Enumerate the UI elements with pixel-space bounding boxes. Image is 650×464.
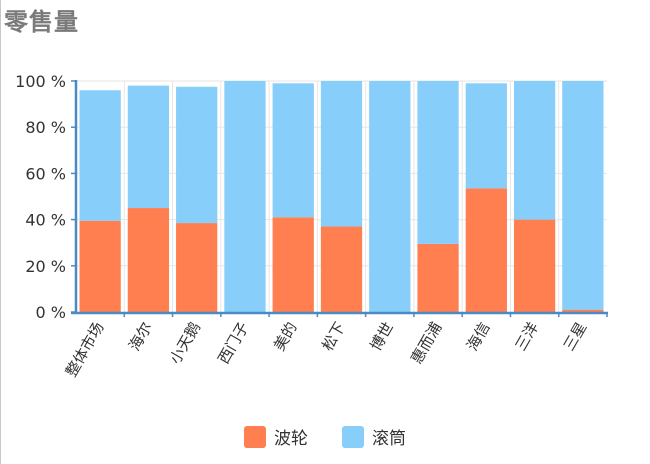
bar-guntong	[176, 86, 218, 224]
y-tick-label: 40 %	[25, 211, 66, 230]
y-tick-label: 100 %	[15, 72, 66, 91]
y-tick-label: 20 %	[25, 257, 66, 276]
x-tick-label: 小天鹅	[166, 319, 204, 367]
bar-bolun	[176, 223, 218, 312]
bar-guntong	[465, 83, 507, 189]
legend-swatch-guntong	[342, 425, 364, 448]
legend: 波轮 滚筒	[0, 424, 650, 449]
bar-bolun	[417, 243, 459, 312]
x-tick-label: 海信	[463, 319, 494, 354]
x-tick-label: 整体市场	[62, 319, 108, 380]
bar-bolun	[562, 309, 604, 312]
y-tick-label: 0 %	[36, 303, 66, 322]
legend-label-guntong: 滚筒	[372, 429, 406, 449]
x-tick-label: 松下	[318, 319, 349, 354]
frame-border	[0, 0, 1, 464]
legend-label-bolun: 波轮	[274, 429, 308, 449]
legend-item-guntong[interactable]: 滚筒	[342, 424, 406, 449]
y-tick-label: 60 %	[25, 164, 66, 183]
bar-guntong	[127, 85, 170, 209]
bar-bolun	[320, 226, 363, 312]
x-tick-label: 美的	[270, 319, 301, 354]
bar-guntong	[417, 81, 459, 244]
stacked-bar-chart: 0 % 20 % 40 % 60 % 80 % 100 % 整体市场 海尔 小天鹅 西门子 美的 松下…	[15, 72, 608, 380]
bar-guntong	[513, 81, 556, 220]
bar-bolun	[127, 208, 170, 312]
bar-guntong	[369, 81, 411, 312]
x-tick-label: 海尔	[125, 319, 156, 354]
x-tick-label: 西门子	[214, 319, 252, 367]
x-tick-label: 惠而浦	[407, 319, 445, 367]
legend-item-bolun[interactable]: 波轮	[244, 424, 308, 449]
bar-guntong	[272, 83, 314, 218]
bar-guntong	[320, 81, 363, 227]
bar-bolun	[272, 217, 314, 312]
bar-bolun	[79, 220, 121, 312]
bar-bolun	[513, 219, 556, 312]
chart-title: 零售量	[4, 8, 79, 36]
bar-guntong	[562, 81, 604, 310]
bar-bolun	[465, 188, 507, 312]
bar-guntong	[79, 90, 121, 221]
x-tick-label: 博世	[367, 319, 398, 354]
x-tick-label: 三星	[560, 319, 591, 354]
bar-guntong	[224, 81, 266, 312]
legend-swatch-bolun	[244, 425, 266, 448]
x-tick-label: 三洋	[511, 319, 542, 354]
y-tick-label: 80 %	[25, 118, 66, 137]
